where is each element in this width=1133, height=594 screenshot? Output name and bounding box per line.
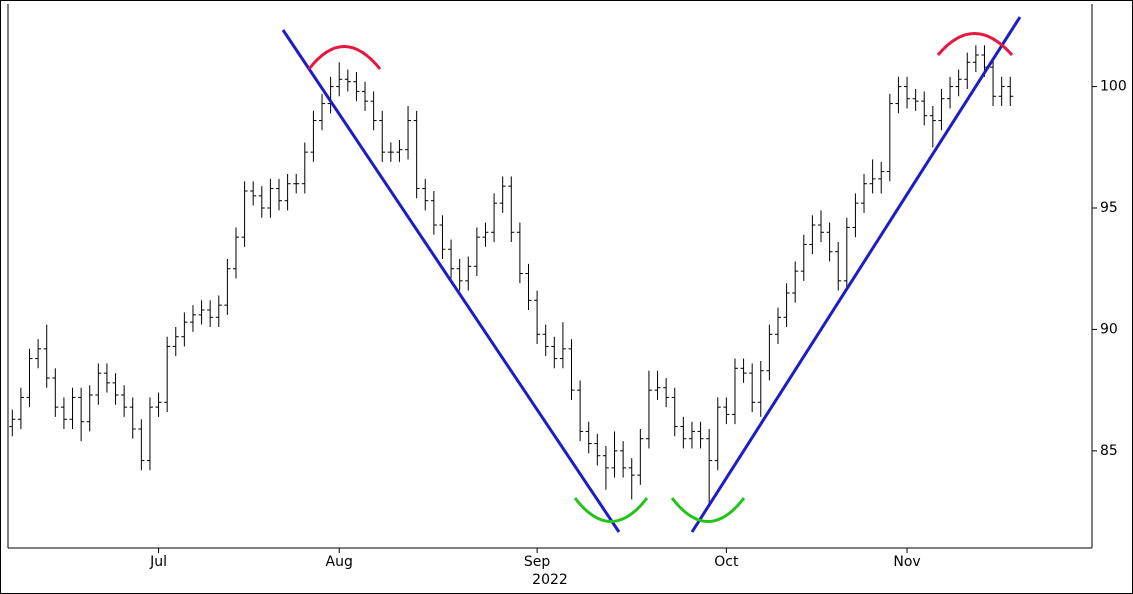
bottom-arc bbox=[670, 497, 746, 523]
x-tick-label: Jul bbox=[149, 554, 167, 570]
annotations bbox=[281, 16, 1022, 533]
bottom-arc bbox=[573, 497, 649, 523]
x-tick-label: Sep bbox=[524, 554, 551, 570]
x-tick-label: Oct bbox=[714, 554, 739, 570]
y-tick-label: 90 bbox=[1100, 321, 1118, 337]
trend-line bbox=[690, 16, 1022, 533]
trend-line bbox=[281, 29, 621, 533]
x-tick-label: Aug bbox=[326, 554, 353, 570]
y-tick-label: 95 bbox=[1100, 200, 1118, 216]
top-arc bbox=[936, 32, 1014, 56]
top-arc bbox=[307, 45, 382, 70]
x-tick-label: Nov bbox=[893, 554, 920, 570]
y-tick-label: 85 bbox=[1100, 443, 1118, 459]
y-tick-label: 100 bbox=[1100, 79, 1127, 95]
bars bbox=[9, 45, 1014, 505]
x-axis-label: 2022 bbox=[532, 572, 568, 588]
